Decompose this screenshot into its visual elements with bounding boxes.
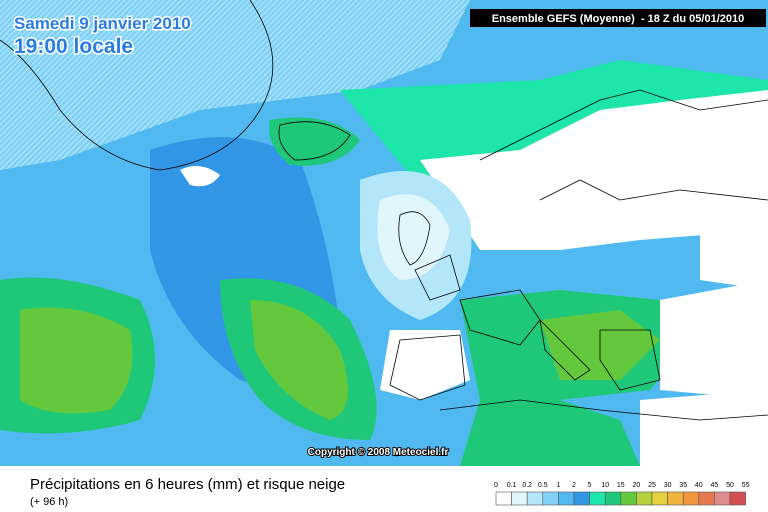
legend-swatch [667, 491, 684, 506]
legend-swatch [511, 491, 528, 506]
legend-swatch [729, 491, 746, 506]
legend: 0 0.1 0.2 0.5 1 2 5 10 15 20 25 30 35 40 45 50 55 [494, 482, 750, 506]
legend-label: 55 [742, 482, 750, 489]
footer-title: Précipitations en 6 heures (mm) et risqu… [30, 476, 345, 493]
legend-label: 0.1 [507, 482, 517, 489]
date-title: Samedi 9 janvier 2010 [14, 14, 191, 33]
legend-swatch [526, 491, 544, 506]
legend-swatch [573, 491, 590, 506]
legend-label: 35 [679, 482, 687, 489]
legend-swatch [636, 491, 653, 506]
legend-swatch [714, 491, 731, 506]
legend-label: 15 [617, 482, 625, 489]
model-box [470, 9, 766, 27]
legend-swatch [682, 491, 700, 506]
footer-lead: (+ 96 h) [30, 496, 68, 508]
legend-label: 0.2 [522, 482, 532, 489]
map [0, 0, 768, 466]
legend-swatch [495, 491, 512, 506]
legend-label: 25 [648, 482, 656, 489]
legend-label: 2 [572, 482, 576, 489]
legend-swatch [620, 491, 637, 506]
model-label: Ensemble GEFS (Moyenne) - 18 Z du 05/01/… [492, 13, 744, 25]
time-title: 19:00 locale [14, 35, 133, 58]
legend-swatch [651, 491, 668, 506]
legend-swatch [604, 491, 622, 506]
legend-label: 30 [664, 482, 672, 489]
legend-label: 45 [711, 482, 719, 489]
legend-swatch [558, 491, 575, 506]
legend-swatch [698, 491, 715, 506]
legend-label: 50 [726, 482, 734, 489]
legend-label: 20 [633, 482, 641, 489]
legend-label: 1 [556, 482, 560, 489]
legend-label: 40 [695, 482, 703, 489]
legend-label: 0 [494, 482, 498, 489]
legend-label: 0.5 [538, 482, 548, 489]
copyright: Copyright © 2008 Meteociel.fr [308, 447, 449, 458]
legend-label: 10 [601, 482, 609, 489]
legend-swatch [589, 491, 606, 506]
legend-label: 5 [588, 482, 592, 489]
legend-swatch [542, 491, 559, 506]
